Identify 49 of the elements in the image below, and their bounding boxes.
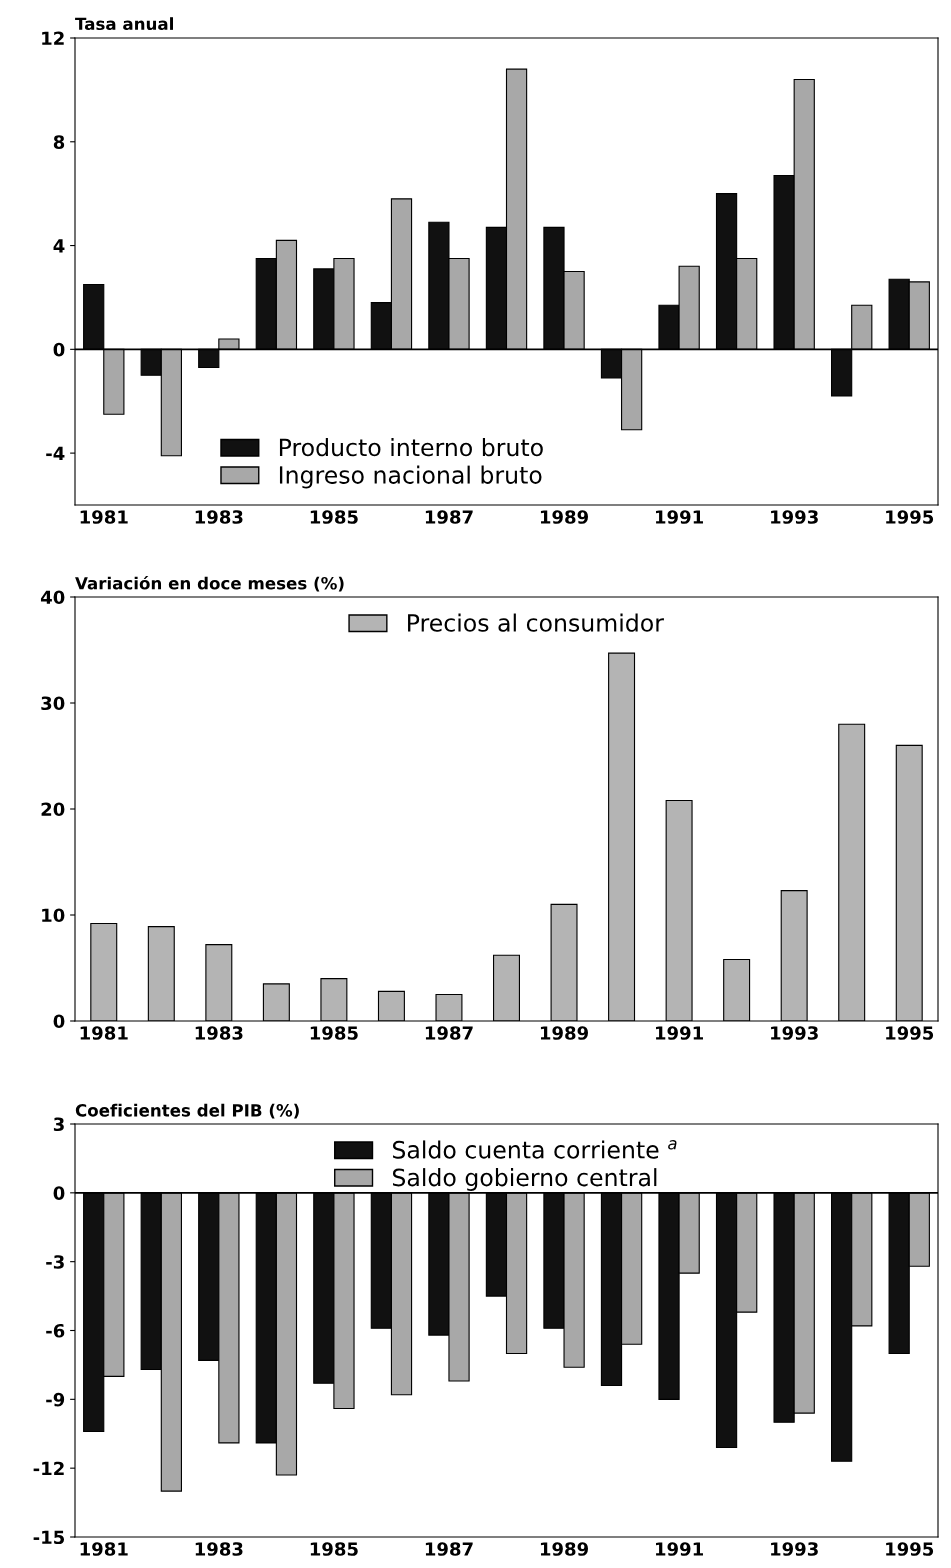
x-tick-label: 1995 <box>886 1026 934 1040</box>
y-tick-label: 0 <box>53 1186 65 1200</box>
x-tick-label: 1983 <box>195 1542 243 1556</box>
y-tick-label: 12 <box>42 31 64 45</box>
y-tick-label: -12 <box>33 1461 64 1476</box>
x-tick-label: 1985 <box>310 510 358 524</box>
legend-label: Precios al consumidor <box>408 613 664 632</box>
legend-label: Producto interno bruto <box>279 438 543 457</box>
x-tick-label: 1983 <box>195 510 243 524</box>
x-tick-label: 1985 <box>310 1542 358 1556</box>
y-tick-label: 0 <box>53 342 65 357</box>
x-tick-label: 1989 <box>540 1542 589 1556</box>
legend-label: Saldo gobierno central <box>392 1168 657 1191</box>
y-tick-label: -3 <box>46 1255 64 1269</box>
y-tick-label: -9 <box>46 1392 65 1407</box>
x-tick-label: 1987 <box>425 1542 473 1556</box>
x-tick-label: 1993 <box>771 1542 818 1556</box>
x-tick-label: 1981 <box>80 510 128 524</box>
y-tick-label: 4 <box>53 239 65 253</box>
y-tick-label: 8 <box>53 135 65 149</box>
y-tick-label: 0 <box>53 1014 65 1029</box>
y-tick-label: 10 <box>42 908 65 923</box>
x-tick-label: 1983 <box>195 1026 243 1040</box>
x-tick-label: 1987 <box>425 1026 473 1040</box>
y-axis-title: Tasa anual <box>75 17 173 31</box>
x-tick-label: 1981 <box>80 1026 128 1040</box>
x-tick-label: 1995 <box>886 510 934 524</box>
y-tick-label: 30 <box>41 696 65 711</box>
x-tick-label: 1991 <box>656 510 703 524</box>
x-tick-label: 1987 <box>425 510 473 524</box>
x-tick-label: 1989 <box>540 1026 589 1040</box>
x-tick-label: 1981 <box>80 1542 128 1556</box>
y-tick-label: 20 <box>41 802 65 817</box>
legend-label: Saldo cuenta corriente $^{a}$ <box>392 1140 677 1159</box>
x-tick-label: 1985 <box>310 1026 358 1040</box>
x-tick-label: 1991 <box>656 1542 703 1556</box>
x-tick-label: 1989 <box>540 510 589 524</box>
y-tick-label: 40 <box>40 590 65 605</box>
y-tick-label: -4 <box>46 446 65 460</box>
x-tick-label: 1995 <box>886 1542 934 1556</box>
y-axis-title: Variación en doce meses (%) <box>75 575 344 592</box>
legend-label: Ingreso nacional bruto <box>279 465 542 489</box>
x-tick-label: 1993 <box>771 1026 818 1040</box>
x-tick-label: 1993 <box>771 510 818 524</box>
y-tick-label: 3 <box>53 1117 64 1132</box>
y-tick-label: -6 <box>46 1323 65 1338</box>
y-axis-title: Coeficientes del PIB (%) <box>75 1103 299 1119</box>
x-tick-label: 1991 <box>656 1026 703 1040</box>
y-tick-label: -15 <box>33 1530 65 1545</box>
